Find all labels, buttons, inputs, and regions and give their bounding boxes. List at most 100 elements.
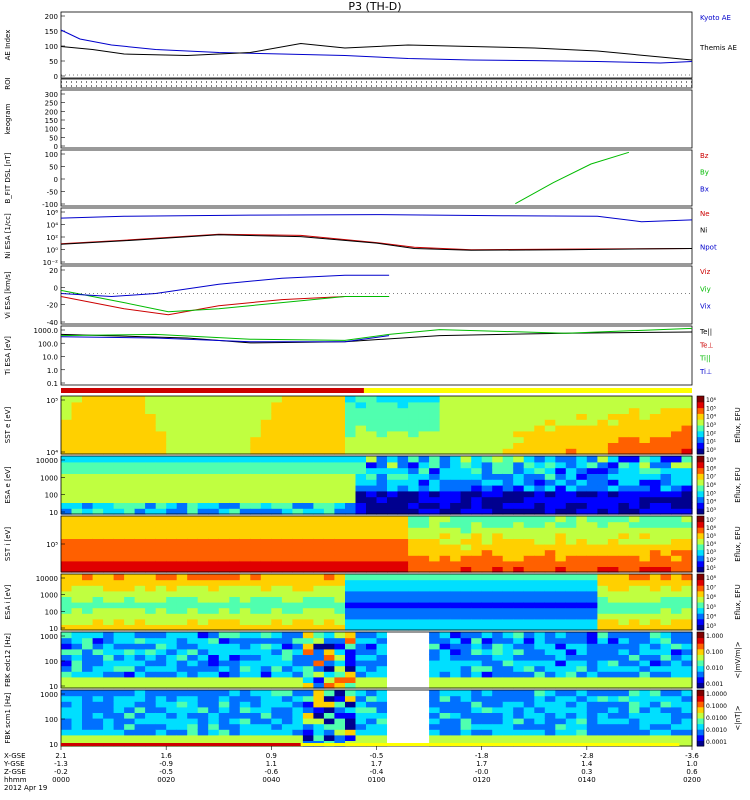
esa-i-frame: [60, 573, 693, 631]
esa-e-heatmap-cell: [513, 502, 525, 509]
sst-i-heatmap-cell: [408, 544, 420, 551]
esa-i-heatmap-cell: [366, 590, 378, 597]
fbk-b-heatmap-cell: [481, 734, 493, 741]
esa-i-heatmap-cell: [124, 585, 136, 592]
sst-i-heatmap-cell: [302, 521, 314, 528]
fbk-b-heatmap-cell: [281, 690, 293, 697]
sst-i-heatmap-cell: [292, 560, 304, 567]
esa-i-heatmap-cell: [429, 624, 441, 631]
sst-i-colorbar-segment: [697, 521, 704, 525]
sst-i-heatmap-cell: [397, 566, 409, 573]
fbk-b-heatmap-cell: [197, 712, 209, 719]
sst-e-heatmap-cell: [576, 425, 588, 432]
esa-i-heatmap-cell: [450, 574, 462, 581]
fbk-b-heatmap-cell: [502, 706, 514, 713]
sst-i-heatmap-cell: [113, 516, 125, 523]
sst-i-heatmap-cell: [607, 532, 619, 539]
fbk-b-colorbar-segment: [697, 712, 704, 716]
fbk-b-heatmap-cell: [292, 695, 304, 702]
sst-e-heatmap-cell: [103, 419, 115, 426]
sst-e-heatmap-cell: [229, 436, 241, 443]
sst-i-heatmap-cell: [502, 516, 514, 523]
fbk-e-heatmap-cell: [113, 682, 125, 689]
esa-e-heatmap-cell: [82, 461, 94, 469]
sst-e-heatmap-cell: [229, 419, 241, 426]
fbk-e-heatmap-cell: [681, 682, 693, 689]
fbk-e-heatmap-cell: [523, 660, 535, 667]
fbk-b-heatmap-cell: [313, 701, 325, 708]
sst-e-heatmap-cell: [639, 436, 651, 443]
sst-e-heatmap-cell: [271, 413, 283, 420]
sst-i-heatmap-cell: [313, 527, 325, 534]
esa-i-heatmap-cell: [387, 602, 399, 609]
sst-e-heatmap-cell: [408, 448, 420, 455]
fbk-b-heatmap-cell: [586, 690, 598, 697]
esa-i-heatmap-cell: [187, 607, 199, 614]
fbk-b-heatmap-cell: [82, 695, 94, 702]
esa-e-heatmap-cell: [281, 467, 293, 474]
fbk-b-heatmap-cell: [366, 695, 378, 702]
fbk-e-heatmap-cell: [208, 665, 220, 672]
fbk-b-heatmap-cell: [671, 701, 683, 708]
esa-e-heatmap-cell: [628, 461, 640, 469]
sst-e-heatmap-cell: [460, 425, 472, 432]
esa-e-heatmap-cell: [197, 456, 209, 463]
esa-i-heatmap-cell: [439, 602, 451, 609]
sst-e-heatmap-cell: [397, 430, 409, 438]
fbk-e-heatmap-cell: [618, 632, 630, 639]
esa-e-heatmap-cell: [208, 485, 220, 492]
fbk-b-heatmap-cell: [471, 701, 483, 708]
sst-e-heatmap-cell: [113, 401, 125, 409]
esa-i-heatmap-cell: [513, 624, 525, 631]
sst-e-heatmap-cell: [239, 448, 251, 455]
esa-e-heatmap-cell: [61, 508, 73, 515]
esa-e-heatmap-cell: [597, 485, 609, 492]
sst-i-heatmap-cell: [229, 538, 241, 545]
fbk-b-heatmap-cell: [103, 690, 115, 697]
fbk-b-heatmap-cell: [345, 706, 357, 713]
esa-i-heatmap-cell: [197, 618, 209, 625]
fbk-b-heatmap-cell: [671, 734, 683, 741]
sst-e-heatmap-cell: [124, 448, 136, 455]
fbk-b-heatmap-cell: [124, 723, 136, 730]
esa-e-heatmap-cell: [218, 473, 230, 480]
fbk-e-heatmap-cell: [71, 682, 83, 689]
fbk-b-heatmap-cell: [82, 718, 94, 725]
fbk-e-heatmap-cell: [366, 660, 378, 667]
fbk-b-heatmap-cell: [250, 690, 262, 697]
fbk-e-heatmap-cell: [513, 671, 525, 678]
fbk-b-heatmap-cell: [239, 729, 251, 736]
esa-i-heatmap-cell: [408, 607, 420, 614]
esa-i-heatmap-cell: [408, 579, 420, 586]
fbk-e-heatmap-cell: [660, 643, 672, 650]
sst-i-heatmap-cell: [471, 566, 483, 573]
fbk-b-heatmap-cell: [597, 723, 609, 730]
sst-e-heatmap-cell: [649, 442, 661, 449]
fbk-e-heatmap-cell: [555, 660, 567, 667]
esa-i-heatmap-cell: [534, 574, 546, 581]
esa-e-heatmap-cell: [187, 456, 199, 463]
fbk-e-heatmap-cell: [450, 637, 462, 644]
fbk-e-heatmap-cell: [418, 665, 430, 672]
sst-e-heatmap-cell: [281, 425, 293, 432]
esa-e-heatmap-cell: [218, 479, 230, 486]
sst-e-heatmap-cell: [271, 442, 283, 449]
esa-e-heatmap-cell: [71, 456, 83, 463]
esa-e-heatmap-cell: [387, 467, 399, 474]
esa-e-heatmap-cell: [92, 461, 104, 469]
fbk-b-heatmap-cell: [565, 723, 577, 730]
sst-i-colorbar-segment: [697, 516, 704, 520]
sst-i-colorbar-segment: [697, 563, 704, 567]
esa-i-heatmap-cell: [450, 585, 462, 592]
fbk-b-heatmap-cell: [576, 729, 588, 736]
sst-i-heatmap-cell: [281, 560, 293, 567]
sst-e-heatmap-cell: [176, 442, 188, 449]
esa-e-heatmap-cell: [397, 485, 409, 492]
esa-e-heatmap-cell: [387, 479, 399, 486]
fbk-b-heatmap-cell: [439, 712, 451, 719]
esa-i-heatmap-cell: [323, 585, 335, 592]
fbk-e-heatmap-cell: [429, 654, 441, 661]
fbk-e-heatmap-cell: [355, 682, 367, 689]
esa-e-heatmap-cell: [492, 485, 504, 492]
esa-e-heatmap-cell: [239, 490, 251, 498]
